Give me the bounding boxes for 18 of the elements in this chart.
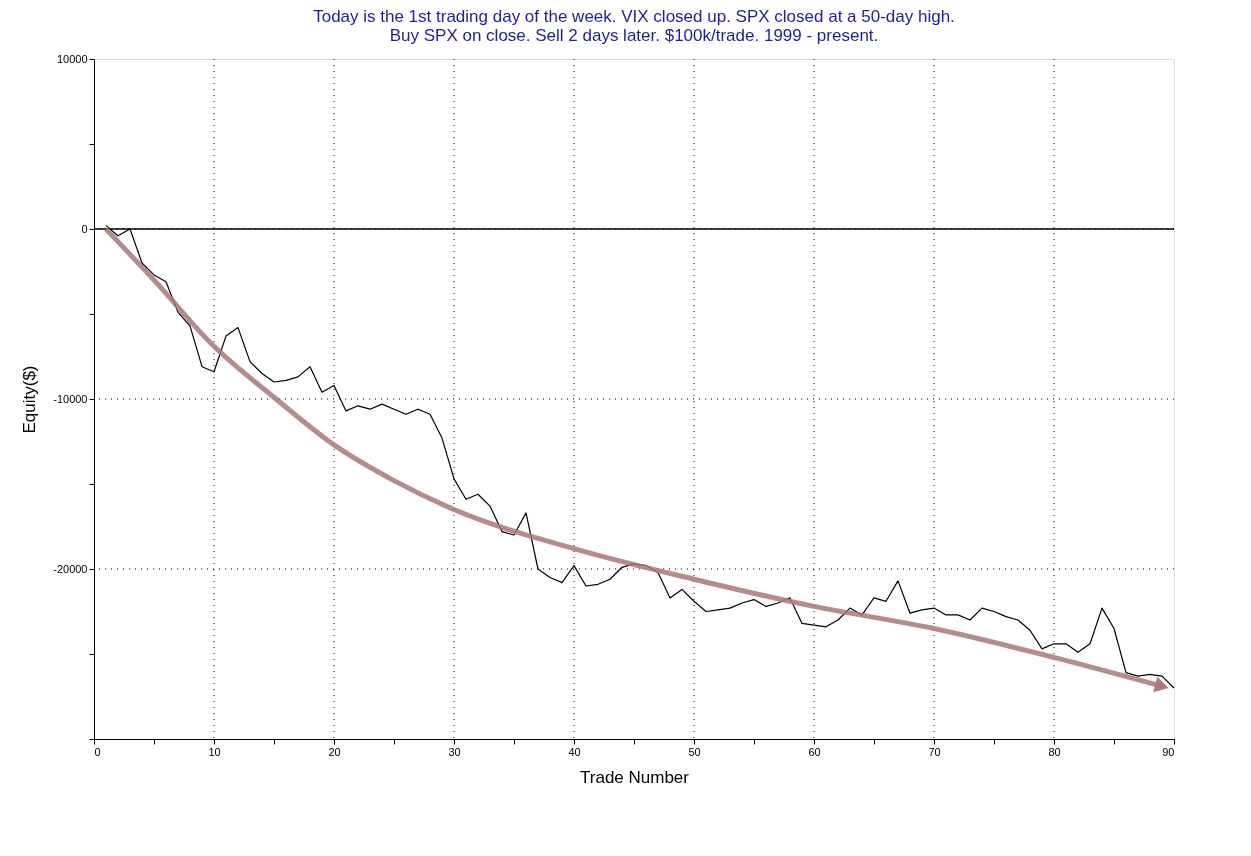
x-tick-label: 70 [928, 745, 941, 758]
x-tick-label: 80 [1048, 745, 1061, 758]
x-tick-label: 50 [688, 745, 701, 758]
x-tick-label: 90 [1162, 745, 1175, 758]
x-tick-label: 10 [208, 745, 221, 758]
y-tick-label: 10000 [56, 52, 88, 65]
x-tick-label: 40 [568, 745, 581, 758]
y-tick-label: -10000 [53, 392, 88, 405]
text: Today is the 1st trading day of the week. VIX closed up. SPX closed at a 50-day high. [313, 7, 955, 26]
x-tick-label: 0 [94, 745, 101, 758]
x-tick-label: 30 [448, 745, 461, 758]
y-tick-label: 0 [81, 222, 88, 235]
x-tick-label: 60 [808, 745, 821, 758]
y-axis-title: Equity($) [20, 365, 40, 434]
x-tick-label: 20 [328, 745, 341, 758]
y-tick-label: -20000 [53, 562, 88, 575]
x-axis-title: Trade Number [580, 767, 690, 787]
text: Buy SPX on close. Sell 2 days later. $100k/trade. 1999 - present. [389, 26, 879, 45]
